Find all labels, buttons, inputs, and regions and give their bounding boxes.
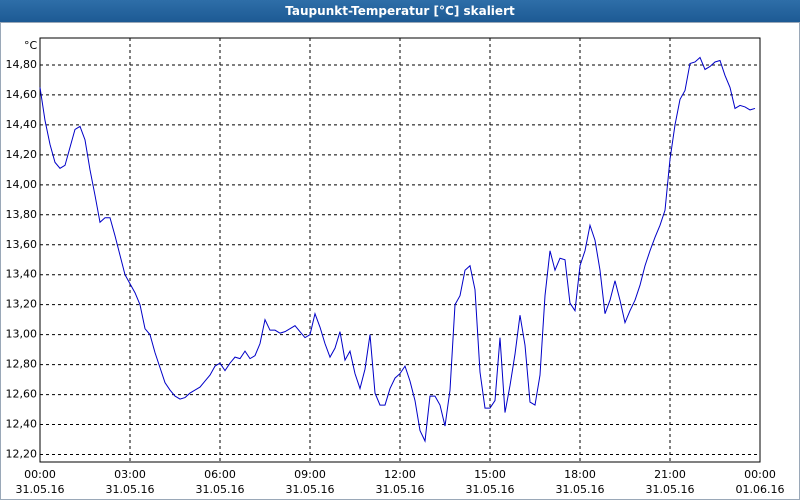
chart: °C 12,20 12,40 12,60 12,80 13,00 13,20 13,40 13…: [0, 22, 800, 500]
x-tick-date: 31.05.16: [646, 483, 695, 496]
window-title: Taupunkt-Temperatur [°C] skaliert: [0, 0, 800, 22]
x-tick-date: 31.05.16: [466, 483, 515, 496]
x-tick-date: 31.05.16: [556, 483, 605, 496]
x-tick-date: 31.05.16: [106, 483, 155, 496]
x-tick-label: 06:00: [204, 468, 236, 481]
y-tick-label: 13,40: [6, 268, 38, 281]
y-tick-label: 14,40: [6, 118, 38, 131]
y-tick-label: 14,60: [6, 88, 38, 101]
y-tick-label: 13,60: [6, 238, 38, 251]
y-tick-label: 14,00: [6, 178, 38, 191]
y-tick-label: 12,20: [6, 448, 38, 461]
x-tick-label: 09:00: [294, 468, 326, 481]
x-tick-date: 31.05.16: [286, 483, 335, 496]
x-tick-label: 00:00: [24, 468, 56, 481]
x-tick-label: 18:00: [564, 468, 596, 481]
x-tick-date: 01.06.16: [736, 483, 785, 496]
y-tick-label: 13,00: [6, 328, 38, 341]
x-tick-date: 31.05.16: [196, 483, 245, 496]
y-tick-label: 14,80: [6, 58, 38, 71]
y-tick-label: 12,60: [6, 388, 38, 401]
x-tick-label: 12:00: [384, 468, 416, 481]
x-tick-label: 03:00: [114, 468, 146, 481]
y-tick-label: 12,80: [6, 358, 38, 371]
x-tick-date: 31.05.16: [376, 483, 425, 496]
x-tick-label: 00:00: [744, 468, 776, 481]
x-tick-label: 15:00: [474, 468, 506, 481]
y-tick-label: 14,20: [6, 148, 38, 161]
y-tick-label: 13,80: [6, 208, 38, 221]
y-tick-label: 12,40: [6, 418, 38, 431]
x-tick-label: 21:00: [654, 468, 686, 481]
y-tick-label: 13,20: [6, 298, 38, 311]
data-line: [39, 56, 756, 443]
x-tick-date: 31.05.16: [16, 483, 65, 496]
y-unit: °C: [24, 39, 38, 52]
